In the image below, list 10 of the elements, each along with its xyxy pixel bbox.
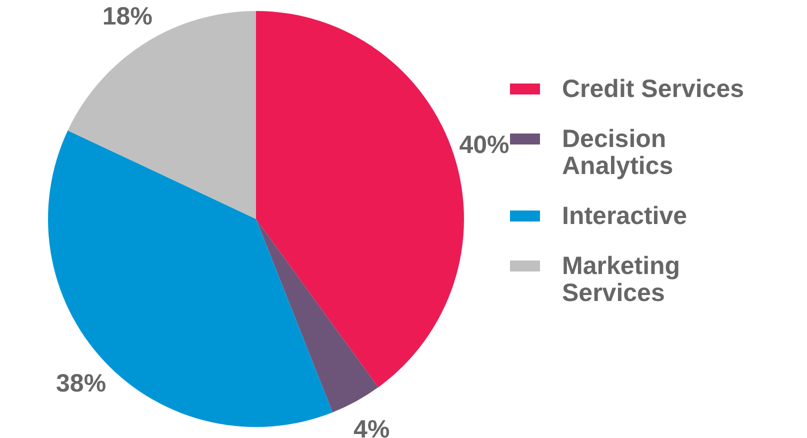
pie-slice	[48, 130, 333, 427]
pie-slice	[256, 219, 378, 412]
data-label: 4%	[354, 415, 390, 438]
legend-label: Marketing Services	[562, 252, 680, 307]
legend-label: Credit Services	[562, 75, 744, 103]
data-label: 18%	[102, 2, 152, 30]
data-label: 40%	[459, 130, 510, 159]
legend-label: Interactive	[562, 202, 688, 230]
data-label: 38%	[56, 369, 106, 398]
legend-label: Decision Analytics	[562, 125, 674, 180]
